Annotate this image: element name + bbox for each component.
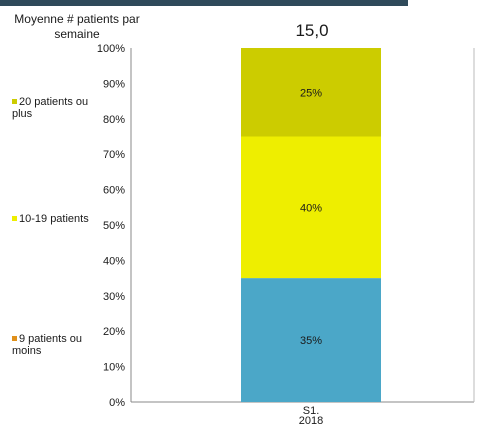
y-tick-label: 40%: [103, 255, 125, 267]
bar-data-label: 35%: [300, 335, 322, 347]
bar-data-label: 25%: [300, 87, 322, 99]
x-tick-label: 2018: [299, 415, 323, 427]
y-tick-label: 70%: [103, 149, 125, 161]
y-tick-label: 30%: [103, 291, 125, 303]
legend-label-20-plus: 20 patients ou plus: [12, 96, 89, 120]
legend-swatch-10-19: [12, 216, 17, 221]
headline-value: 15,0: [295, 21, 329, 40]
legend-label-9-or-less: 9 patients ou moins: [12, 333, 82, 357]
y-tick-label: 100%: [97, 43, 125, 55]
legend-swatch-9-or-less: [12, 336, 17, 341]
legend-title: Moyenne # patients par semaine: [14, 12, 140, 41]
header-bar: [0, 0, 408, 6]
x-tick-label: S1.: [303, 405, 320, 417]
y-tick-label: 10%: [103, 362, 125, 374]
bar-data-label: 40%: [300, 202, 322, 214]
legend-swatch-20-plus: [12, 99, 17, 104]
legend-item-20-plus: 20 patients ou plus: [12, 96, 107, 120]
y-tick-label: 20%: [103, 326, 125, 338]
bar-segment: [241, 136, 381, 279]
y-tick-label: 60%: [103, 185, 125, 197]
y-tick-label: 50%: [103, 220, 125, 232]
y-tick-label: 0%: [109, 397, 125, 409]
bar-segment: [241, 48, 381, 137]
legend-item-9-or-less: 9 patients ou moins: [12, 333, 107, 357]
legend-label-10-19: 10-19 patients: [19, 213, 89, 225]
y-tick-label: 90%: [103, 78, 125, 90]
y-tick-label: 80%: [103, 114, 125, 126]
legend-item-10-19: 10-19 patients: [12, 213, 107, 225]
bar-segment: [241, 278, 381, 402]
